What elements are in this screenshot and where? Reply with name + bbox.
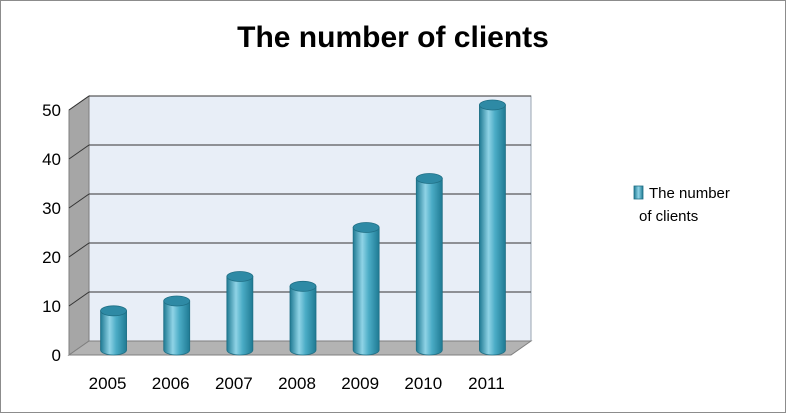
x-axis-ticks: 2005 2006 2007 2008 2009 2010 2011 <box>89 374 505 393</box>
x-tick-label: 2011 <box>468 374 505 393</box>
y-tick-label: 0 <box>52 346 61 365</box>
bar-top <box>226 271 254 282</box>
gridline-side <box>68 242 90 258</box>
bar-2007 <box>226 271 254 356</box>
legend-label-line-2: of clients <box>639 208 698 225</box>
y-axis-ticks: 0 10 20 30 40 50 <box>42 101 61 365</box>
bar-body <box>100 310 127 356</box>
gridline-side <box>68 193 90 209</box>
bar-2011 <box>479 99 506 356</box>
side-wall <box>68 95 90 356</box>
legend-label-line-1: The number <box>649 185 730 202</box>
bar-body <box>415 178 443 356</box>
x-tick-label: 2006 <box>152 374 190 393</box>
gridline-side <box>68 95 90 111</box>
y-tick-label: 50 <box>42 101 61 120</box>
gridline-side <box>68 291 90 307</box>
bar-top <box>163 295 191 307</box>
bar-2009 <box>352 222 380 356</box>
x-tick-label: 2008 <box>278 374 316 393</box>
x-tick-label: 2010 <box>404 374 442 393</box>
bar-body <box>352 227 380 356</box>
chart-title: The number of clients <box>237 21 549 54</box>
bar-body <box>479 104 506 356</box>
bar-top <box>289 280 317 292</box>
legend-swatch <box>633 185 644 200</box>
x-tick-label: 2005 <box>89 374 127 393</box>
bar-body <box>289 285 317 356</box>
y-tick-label: 20 <box>42 248 61 267</box>
bar-top <box>100 305 127 317</box>
bar-top <box>415 173 443 184</box>
bar-body <box>163 300 191 356</box>
bar-top <box>352 222 380 233</box>
gridline-side <box>68 144 90 160</box>
y-tick-label: 30 <box>42 199 61 218</box>
bar-top <box>479 99 506 111</box>
bar-2006 <box>163 295 191 356</box>
bar-2005 <box>100 305 127 356</box>
bar-body <box>226 276 254 356</box>
bars <box>100 99 506 356</box>
legend: The number of clients <box>633 185 730 225</box>
x-tick-label: 2009 <box>341 374 379 393</box>
y-tick-label: 40 <box>42 150 61 169</box>
x-tick-label: 2007 <box>215 374 253 393</box>
y-tick-label: 10 <box>42 297 61 316</box>
bar-2010 <box>415 173 443 356</box>
bar-2008 <box>289 280 317 356</box>
